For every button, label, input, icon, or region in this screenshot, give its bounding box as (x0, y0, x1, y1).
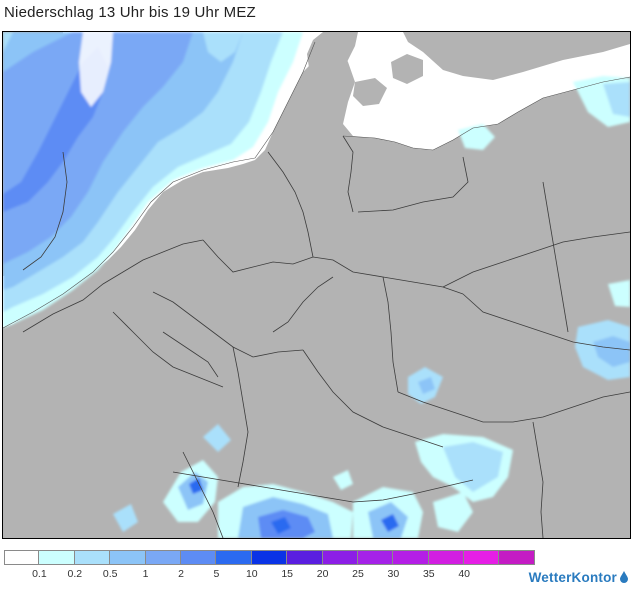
sweden-land (403, 32, 630, 80)
legend-tick-label: 0.5 (102, 568, 118, 580)
legend-tick-label: 5 (213, 568, 220, 580)
map-title: Niederschlag 13 Uhr bis 19 Uhr MEZ (4, 4, 256, 21)
coastlines (3, 41, 630, 329)
legend-swatch (145, 550, 181, 565)
borders (22, 135, 630, 538)
legend-ticks: 0.1 0.2 0.5 1 2 5 10 15 20 25 30 35 40 (4, 568, 504, 582)
legend-swatch (464, 550, 500, 565)
legend-tick-label: 30 (387, 568, 400, 580)
legend-swatch (216, 550, 252, 565)
france-land (3, 282, 113, 538)
legend-swatch (251, 550, 288, 565)
legend-tick-label: 25 (352, 568, 364, 580)
legend-tick-label: 0.2 (67, 568, 83, 580)
legend-tick-label: 15 (281, 568, 294, 580)
legend-tick-label: 10 (245, 568, 258, 580)
legend-tick-label: 2 (178, 568, 184, 580)
precipitation-legend (4, 550, 535, 566)
legend-swatch (499, 550, 535, 565)
legend-swatch (287, 550, 323, 565)
precip-layer (3, 32, 630, 538)
legend-swatch (180, 550, 217, 565)
brand-name: WetterKontor (528, 570, 617, 585)
denmark-land (307, 32, 358, 102)
legend-tick-label: 35 (422, 568, 435, 580)
legend-tick-label: 1 (142, 568, 149, 580)
weather-drop-icon (620, 571, 628, 583)
map-canvas (3, 32, 630, 538)
legend-swatch (110, 550, 146, 565)
precipitation-map[interactable] (2, 31, 631, 539)
legend-swatch (4, 550, 40, 565)
legend-swatch (39, 550, 75, 565)
legend-swatch (428, 550, 465, 565)
legend-swatch (74, 550, 111, 565)
legend-tick-label: 0.1 (32, 568, 47, 580)
legend-swatch (393, 550, 429, 565)
legend-tick-label: 20 (316, 568, 329, 580)
legend-tick-label: 40 (458, 568, 471, 580)
brand-logo[interactable]: WetterKontor (529, 570, 629, 585)
danish-islands (353, 54, 423, 106)
legend-swatch (357, 550, 394, 565)
legend-swatch (322, 550, 358, 565)
